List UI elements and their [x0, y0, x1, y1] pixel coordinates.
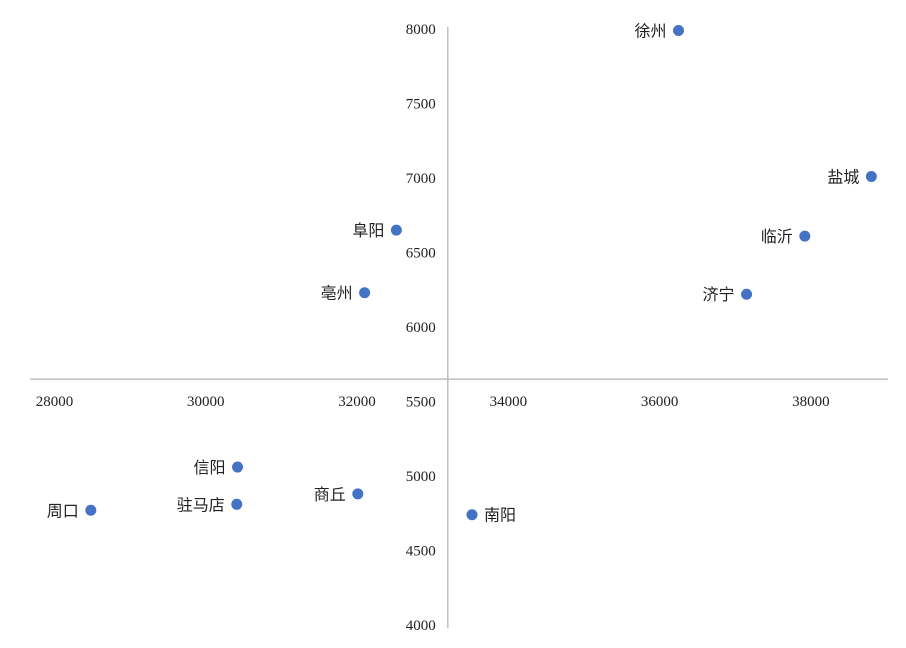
data-point: 亳州 — [321, 284, 371, 303]
y-tick-label: 7500 — [406, 97, 436, 113]
data-point: 济宁 — [703, 285, 753, 304]
data-point-label: 济宁 — [703, 285, 735, 304]
y-tick-label: 7000 — [406, 171, 436, 187]
x-tick-label: 34000 — [490, 394, 528, 410]
x-tick-labels: 28000 30000 32000 34000 36000 38000 — [36, 394, 830, 410]
data-point-label: 信阳 — [194, 458, 226, 477]
data-point-label: 商丘 — [314, 485, 346, 504]
data-point-label: 亳州 — [321, 284, 353, 303]
data-point-marker — [673, 24, 684, 36]
data-point-label: 临沂 — [761, 227, 793, 246]
y-tick-label: 6000 — [406, 320, 436, 336]
data-point-label: 盐城 — [827, 168, 859, 187]
data-point: 盐城 — [827, 168, 877, 187]
data-point: 商丘 — [314, 485, 364, 504]
data-point-marker — [865, 171, 877, 183]
data-point-marker — [799, 230, 811, 242]
x-tick-label: 30000 — [187, 394, 225, 410]
data-point: 徐州 — [634, 21, 684, 40]
x-tick-label: 38000 — [792, 394, 830, 410]
data-point-marker — [232, 461, 244, 473]
data-point: 周口 — [47, 501, 97, 520]
data-point: 南阳 — [466, 506, 516, 525]
data-point-marker — [85, 504, 97, 516]
y-tick-label: 4500 — [406, 544, 436, 560]
x-tick-label: 28000 — [36, 394, 74, 410]
y-tick-label: 8000 — [406, 22, 436, 38]
x-tick-label: 36000 — [641, 394, 679, 410]
data-point-label: 周口 — [47, 501, 79, 520]
data-point: 临沂 — [761, 227, 811, 246]
data-point-marker — [352, 488, 364, 500]
data-point-marker — [231, 498, 243, 510]
data-point: 信阳 — [194, 458, 244, 477]
data-point-marker — [390, 224, 402, 236]
y-tick-labels: 4000 4500 5000 5500 6000 6500 7000 7500 8000 — [406, 22, 436, 634]
y-tick-label: 5500 — [406, 395, 436, 411]
data-point-marker — [741, 288, 753, 300]
data-point-label: 阜阳 — [352, 221, 384, 240]
data-point-marker — [466, 509, 478, 521]
y-tick-label: 6500 — [406, 246, 436, 262]
data-point-marker — [359, 287, 371, 299]
data-point: 驻马店 — [177, 495, 243, 514]
data-point-label: 驻马店 — [177, 495, 225, 514]
y-tick-label: 5000 — [406, 469, 436, 485]
y-tick-label: 4000 — [406, 618, 436, 634]
data-point: 阜阳 — [352, 221, 402, 240]
x-tick-label: 32000 — [338, 394, 376, 410]
data-point-label: 南阳 — [484, 506, 516, 525]
data-point-label: 徐州 — [634, 21, 666, 40]
axes — [30, 27, 888, 628]
